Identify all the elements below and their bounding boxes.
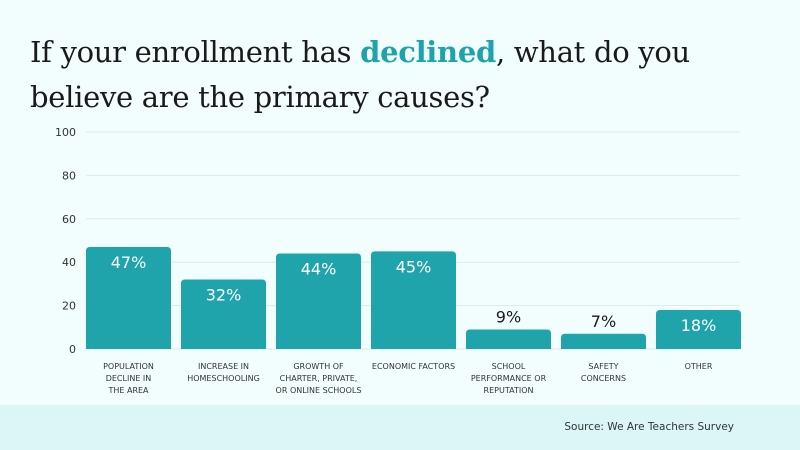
chart-title: If your enrollment has declined, what do… bbox=[30, 30, 770, 120]
y-tick-label: 100 bbox=[55, 126, 76, 139]
x-tick-label: OR ONLINE SCHOOLS bbox=[276, 386, 362, 395]
y-tick-label: 40 bbox=[62, 256, 76, 269]
bar bbox=[276, 253, 361, 349]
y-tick-label: 20 bbox=[62, 300, 76, 313]
x-tick-label: SAFETY bbox=[588, 362, 618, 371]
y-tick-label: 60 bbox=[62, 213, 76, 226]
data-label: 32% bbox=[206, 286, 242, 305]
data-label: 45% bbox=[396, 257, 432, 276]
x-tick-label: HOMESCHOOLING bbox=[187, 374, 260, 383]
bar bbox=[86, 247, 171, 349]
x-tick-label: CONCERNS bbox=[581, 374, 626, 383]
y-tick-label: 80 bbox=[62, 169, 76, 182]
x-tick-label: ECONOMIC FACTORS bbox=[372, 362, 455, 371]
bar bbox=[371, 251, 456, 349]
x-tick-label: POPULATION bbox=[103, 362, 154, 371]
data-label: 47% bbox=[111, 253, 147, 272]
data-label: 9% bbox=[496, 307, 521, 326]
x-tick-label: REPUTATION bbox=[484, 386, 534, 395]
footer-band: Source: We Are Teachers Survey bbox=[0, 405, 800, 450]
bar bbox=[181, 279, 266, 349]
x-tick-label: OTHER bbox=[685, 362, 713, 371]
x-tick-label: THE AREA bbox=[107, 386, 149, 395]
bar bbox=[466, 329, 551, 349]
title-text: If your enrollment has bbox=[30, 35, 361, 69]
data-label: 44% bbox=[301, 260, 337, 279]
title-text-end: , what do you believe are the primary ca… bbox=[30, 35, 690, 114]
x-tick-label: GROWTH OF bbox=[293, 362, 344, 371]
bar bbox=[656, 309, 741, 349]
x-tick-label: DECLINE IN bbox=[106, 374, 152, 383]
x-tick-label: PERFORMANCE OR bbox=[471, 374, 547, 383]
x-tick-label: SCHOOL bbox=[492, 362, 526, 371]
bar bbox=[561, 333, 646, 349]
bar-chart: 0 20 40 60 80 100 47% POPULATION DECLINE IN THE A… bbox=[55, 126, 741, 395]
x-tick-label: INCREASE IN bbox=[198, 362, 249, 371]
y-tick-label: 0 bbox=[69, 343, 76, 356]
x-tick-label: CHARTER, PRIVATE, bbox=[280, 374, 358, 383]
data-label: 7% bbox=[591, 312, 616, 331]
title-highlight: declined bbox=[360, 35, 496, 69]
data-label: 18% bbox=[681, 316, 717, 335]
source-note: Source: We Are Teachers Survey bbox=[564, 421, 734, 433]
